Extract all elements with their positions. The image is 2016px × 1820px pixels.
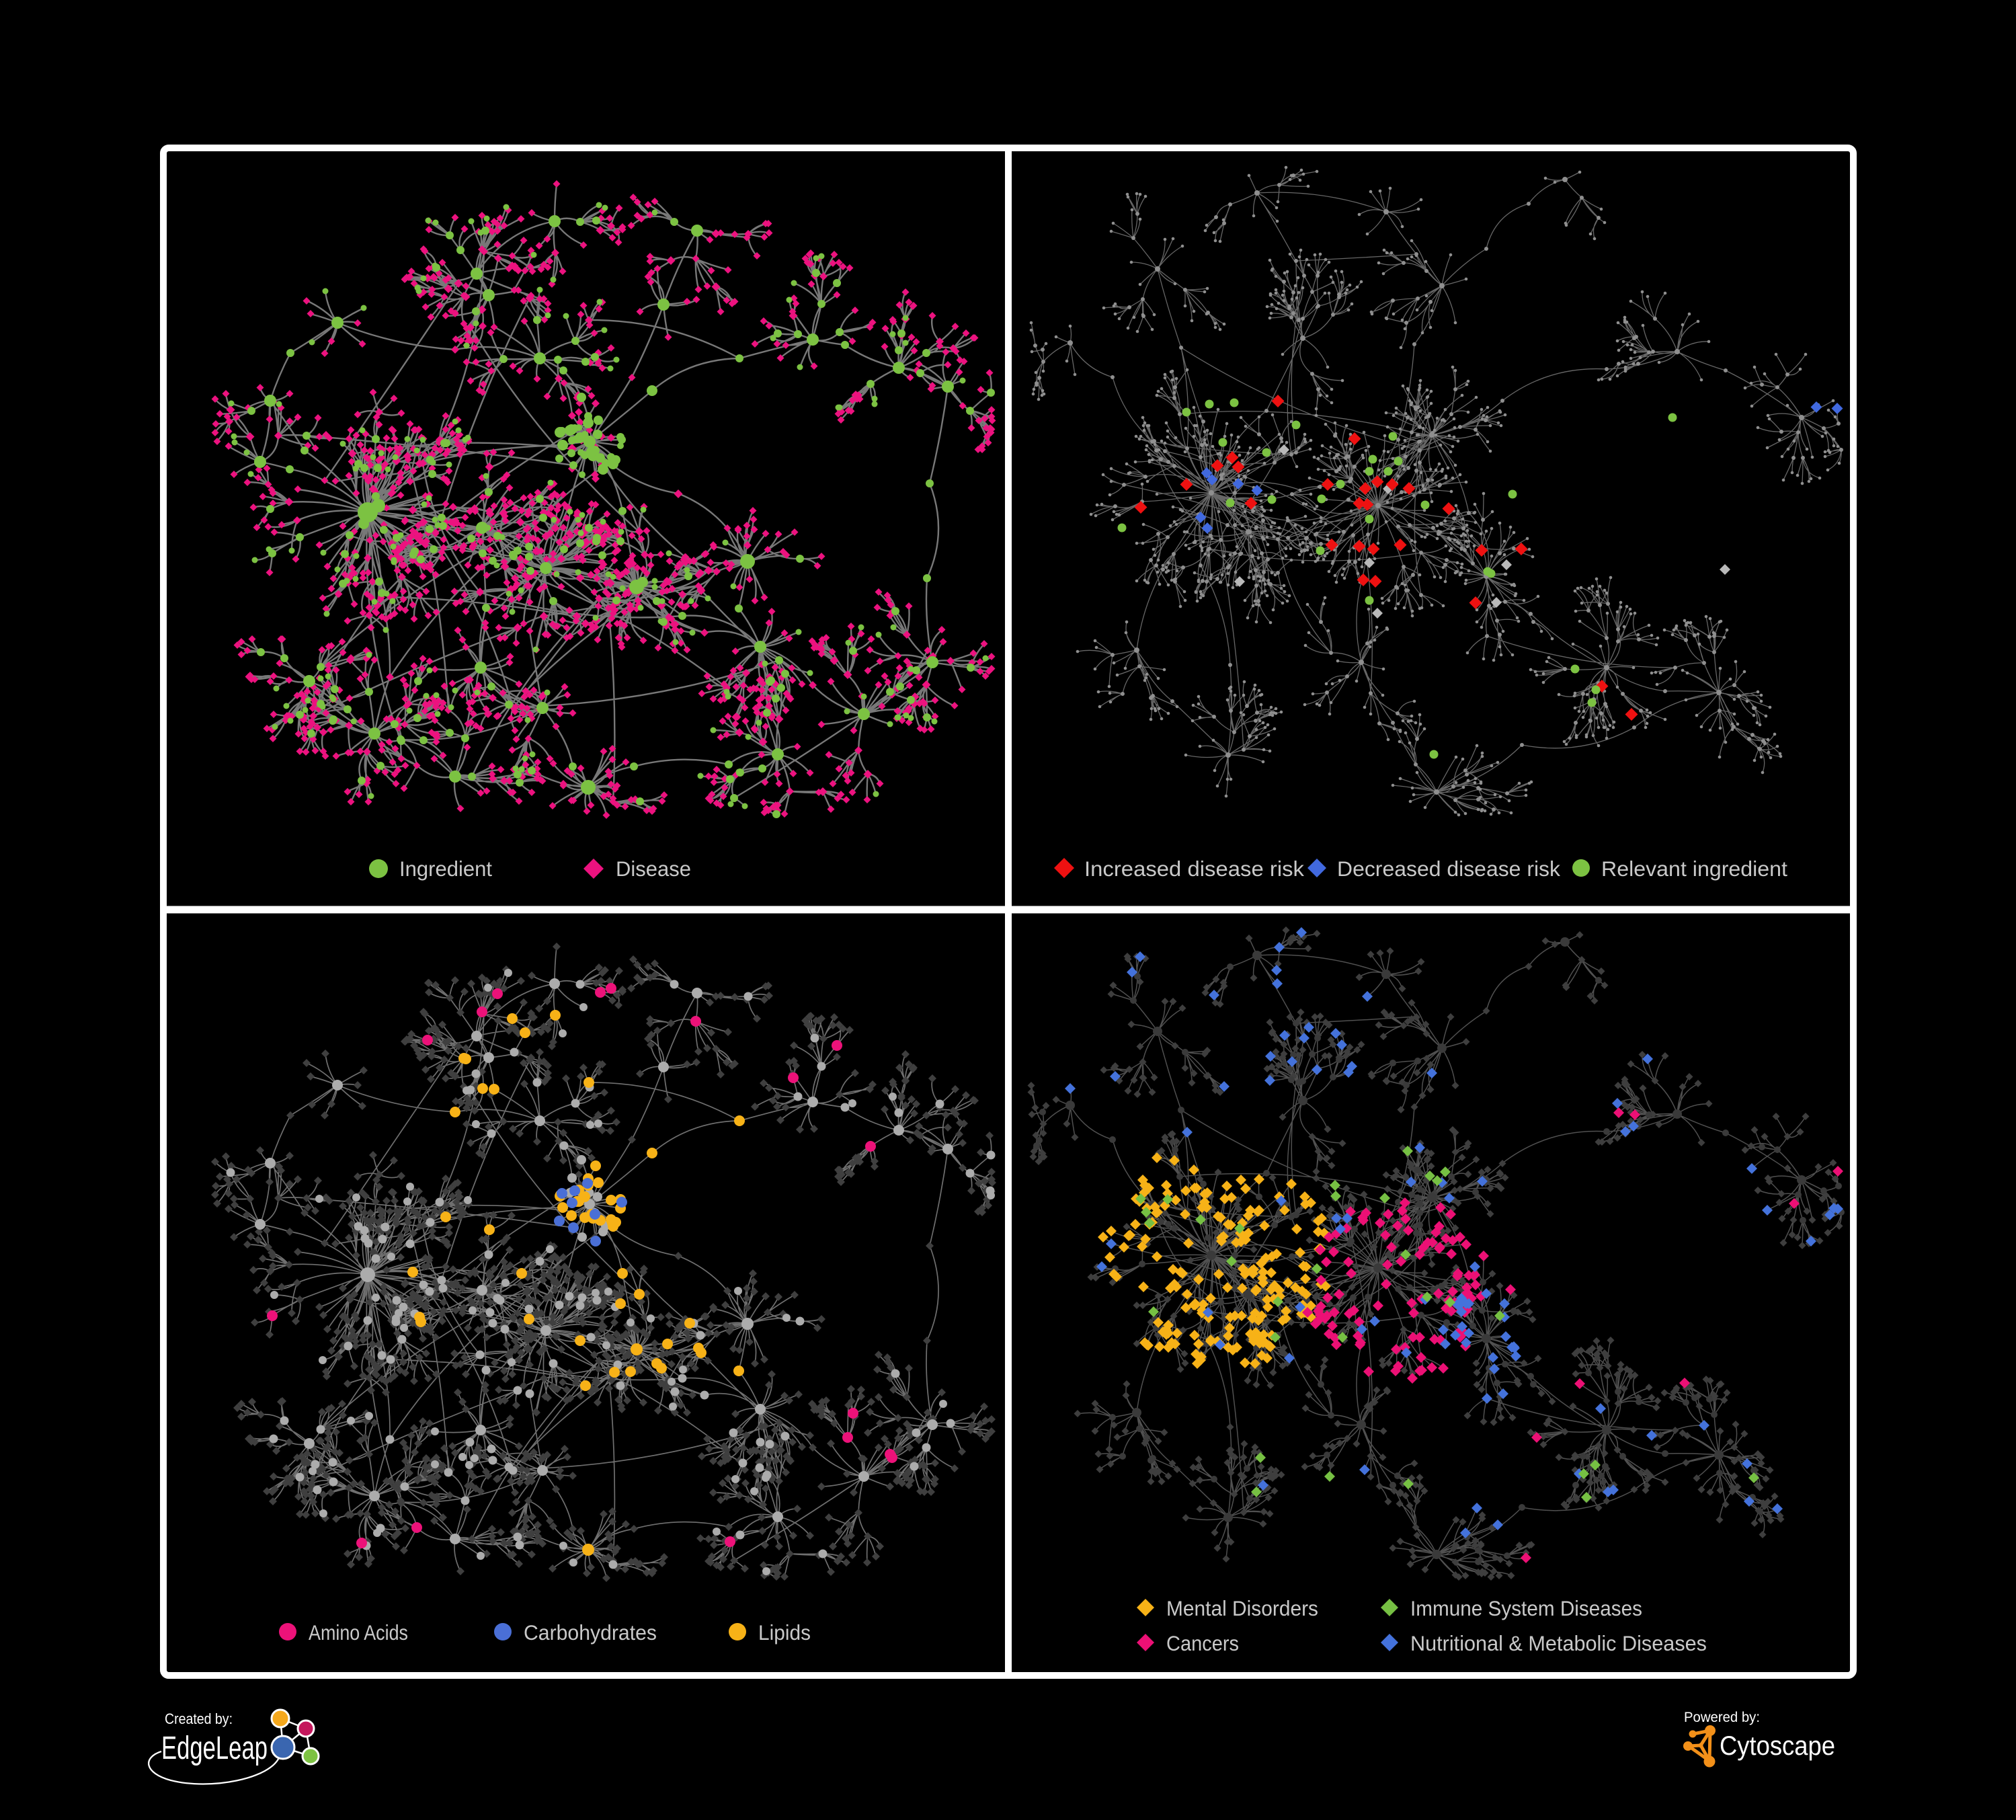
svg-text:Created by:: Created by: [165, 1710, 233, 1727]
svg-text:EdgeLeap: EdgeLeap [161, 1731, 268, 1766]
svg-text:Powered by:: Powered by: [1684, 1710, 1760, 1725]
svg-text:Ingredient: Ingredient [399, 857, 492, 881]
svg-text:Carbohydrates: Carbohydrates [524, 1620, 657, 1645]
svg-text:Disease: Disease [616, 857, 691, 881]
svg-text:Increased disease risk: Increased disease risk [1084, 857, 1304, 881]
svg-text:Cancers: Cancers [1166, 1631, 1239, 1655]
svg-text:Relevant ingredient: Relevant ingredient [1601, 857, 1787, 881]
svg-text:Lipids: Lipids [758, 1620, 811, 1645]
svg-text:Cytoscape: Cytoscape [1720, 1731, 1835, 1761]
svg-text:Immune System Diseases: Immune System Diseases [1410, 1596, 1642, 1620]
svg-text:Amino Acids: Amino Acids [309, 1620, 408, 1645]
svg-text:Mental Disorders: Mental Disorders [1166, 1596, 1318, 1620]
svg-text:Nutritional & Metabolic Diseas: Nutritional & Metabolic Diseases [1410, 1631, 1707, 1655]
svg-text:Decreased disease risk: Decreased disease risk [1337, 857, 1560, 881]
